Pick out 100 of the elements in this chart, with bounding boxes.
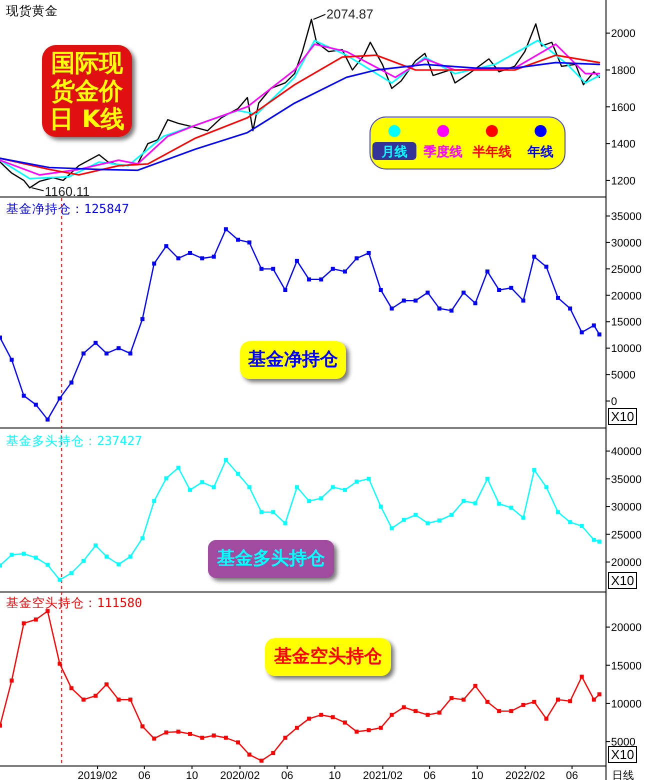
point bbox=[224, 227, 228, 232]
point bbox=[236, 238, 240, 242]
point bbox=[319, 712, 324, 717]
text: X10 bbox=[608, 408, 638, 425]
point bbox=[200, 736, 204, 740]
point bbox=[592, 323, 596, 328]
point bbox=[82, 698, 86, 702]
point bbox=[402, 518, 406, 522]
point bbox=[473, 301, 478, 306]
point bbox=[354, 480, 359, 484]
y-tick-label: 25000 bbox=[611, 529, 642, 542]
point bbox=[354, 730, 359, 734]
y-tick-label: 20000 bbox=[611, 557, 642, 570]
point bbox=[509, 506, 514, 510]
point bbox=[544, 716, 548, 721]
point bbox=[366, 728, 371, 732]
y-tick-label: 25000 bbox=[611, 264, 642, 276]
point bbox=[176, 730, 180, 734]
y-tick-label: 2000 bbox=[611, 28, 636, 40]
point bbox=[247, 240, 252, 244]
point bbox=[164, 730, 168, 734]
point bbox=[104, 351, 109, 356]
point bbox=[307, 499, 312, 504]
point bbox=[319, 496, 324, 500]
point bbox=[212, 733, 216, 738]
point bbox=[200, 256, 204, 260]
point bbox=[556, 296, 560, 300]
x-tick-label: 06 bbox=[281, 770, 294, 780]
point bbox=[568, 306, 572, 311]
text: X10 bbox=[608, 572, 638, 589]
point bbox=[342, 488, 347, 492]
point bbox=[497, 502, 502, 506]
point bbox=[140, 317, 144, 322]
y-tick-label: 10000 bbox=[611, 698, 642, 710]
point bbox=[259, 510, 264, 514]
point bbox=[449, 696, 454, 700]
y-tick-label: 1600 bbox=[611, 102, 636, 114]
point bbox=[509, 286, 514, 290]
point bbox=[104, 554, 109, 558]
point bbox=[437, 518, 442, 522]
point bbox=[22, 552, 26, 556]
point bbox=[94, 543, 98, 548]
y-tick-label: 20000 bbox=[611, 622, 642, 634]
y-tick-label: 20000 bbox=[611, 290, 642, 302]
point bbox=[307, 277, 312, 282]
point bbox=[307, 716, 312, 721]
point bbox=[283, 288, 288, 292]
point bbox=[176, 256, 180, 260]
point bbox=[22, 394, 26, 398]
point bbox=[294, 485, 299, 490]
x-tick-label: 2021/02 bbox=[362, 770, 403, 780]
point bbox=[236, 472, 240, 476]
point bbox=[426, 290, 430, 295]
point bbox=[188, 488, 192, 492]
point bbox=[342, 720, 347, 724]
point bbox=[176, 466, 180, 470]
point bbox=[46, 609, 50, 614]
point bbox=[212, 254, 216, 259]
point bbox=[224, 458, 228, 462]
chart-title: 现货黄金 bbox=[6, 3, 58, 18]
point bbox=[354, 256, 359, 260]
x-tick-label: 2020/02 bbox=[220, 770, 260, 780]
point bbox=[283, 521, 288, 526]
point bbox=[449, 308, 454, 313]
point bbox=[294, 726, 299, 730]
point bbox=[378, 726, 383, 730]
point bbox=[426, 521, 430, 526]
y-tick-label: 35000 bbox=[611, 474, 642, 486]
point bbox=[69, 571, 74, 576]
legend-label: 季度线 bbox=[422, 144, 463, 160]
annotation: 基金净持仓 bbox=[240, 341, 346, 379]
point bbox=[10, 678, 14, 683]
point bbox=[247, 485, 252, 490]
point bbox=[568, 520, 572, 524]
point bbox=[521, 516, 526, 520]
point bbox=[497, 709, 502, 714]
point bbox=[402, 705, 406, 710]
point bbox=[485, 700, 490, 704]
x-tick-label: 10 bbox=[186, 770, 198, 780]
point bbox=[592, 538, 596, 542]
x-tick-label: 2022/02 bbox=[505, 770, 546, 780]
point bbox=[116, 698, 121, 702]
point bbox=[330, 485, 335, 490]
legend-label: 月线 bbox=[380, 145, 408, 160]
legend-label: 半年线 bbox=[471, 145, 512, 160]
chart-title: 基金多头持仓：237427 bbox=[6, 433, 142, 448]
point bbox=[259, 266, 264, 271]
point bbox=[366, 476, 371, 481]
point bbox=[449, 512, 454, 517]
point bbox=[116, 346, 121, 350]
point bbox=[22, 621, 26, 626]
point bbox=[414, 709, 418, 714]
point bbox=[294, 258, 299, 263]
annotation: 基金空头持仓 bbox=[265, 638, 391, 676]
point bbox=[462, 499, 466, 504]
point bbox=[283, 736, 288, 740]
point bbox=[580, 330, 584, 334]
point bbox=[46, 562, 50, 567]
y-tick-label: 30000 bbox=[611, 237, 642, 250]
point bbox=[378, 504, 383, 509]
